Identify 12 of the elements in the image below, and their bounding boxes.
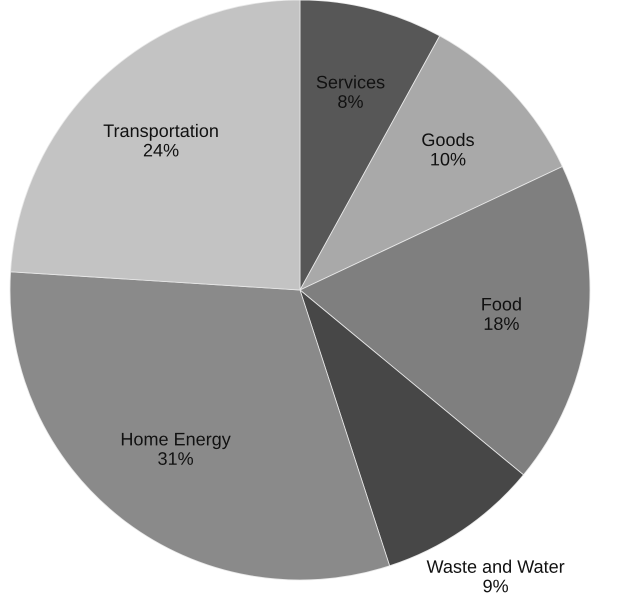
data-label: 10% <box>431 152 466 166</box>
data-label: 31% <box>158 452 194 465</box>
slice-label: Transportation <box>104 124 218 141</box>
data-label: 24% <box>144 144 178 157</box>
slice-label: Waste and Water <box>426 560 564 573</box>
data-label: 8% <box>338 95 363 108</box>
slice-label: Home Energy <box>122 432 231 450</box>
data-label: 18% <box>484 317 519 330</box>
data-label: 9% <box>483 580 508 592</box>
slice-label: Services <box>316 75 384 88</box>
slice-label: Goods <box>422 132 474 146</box>
slice-label: Food <box>482 297 521 311</box>
